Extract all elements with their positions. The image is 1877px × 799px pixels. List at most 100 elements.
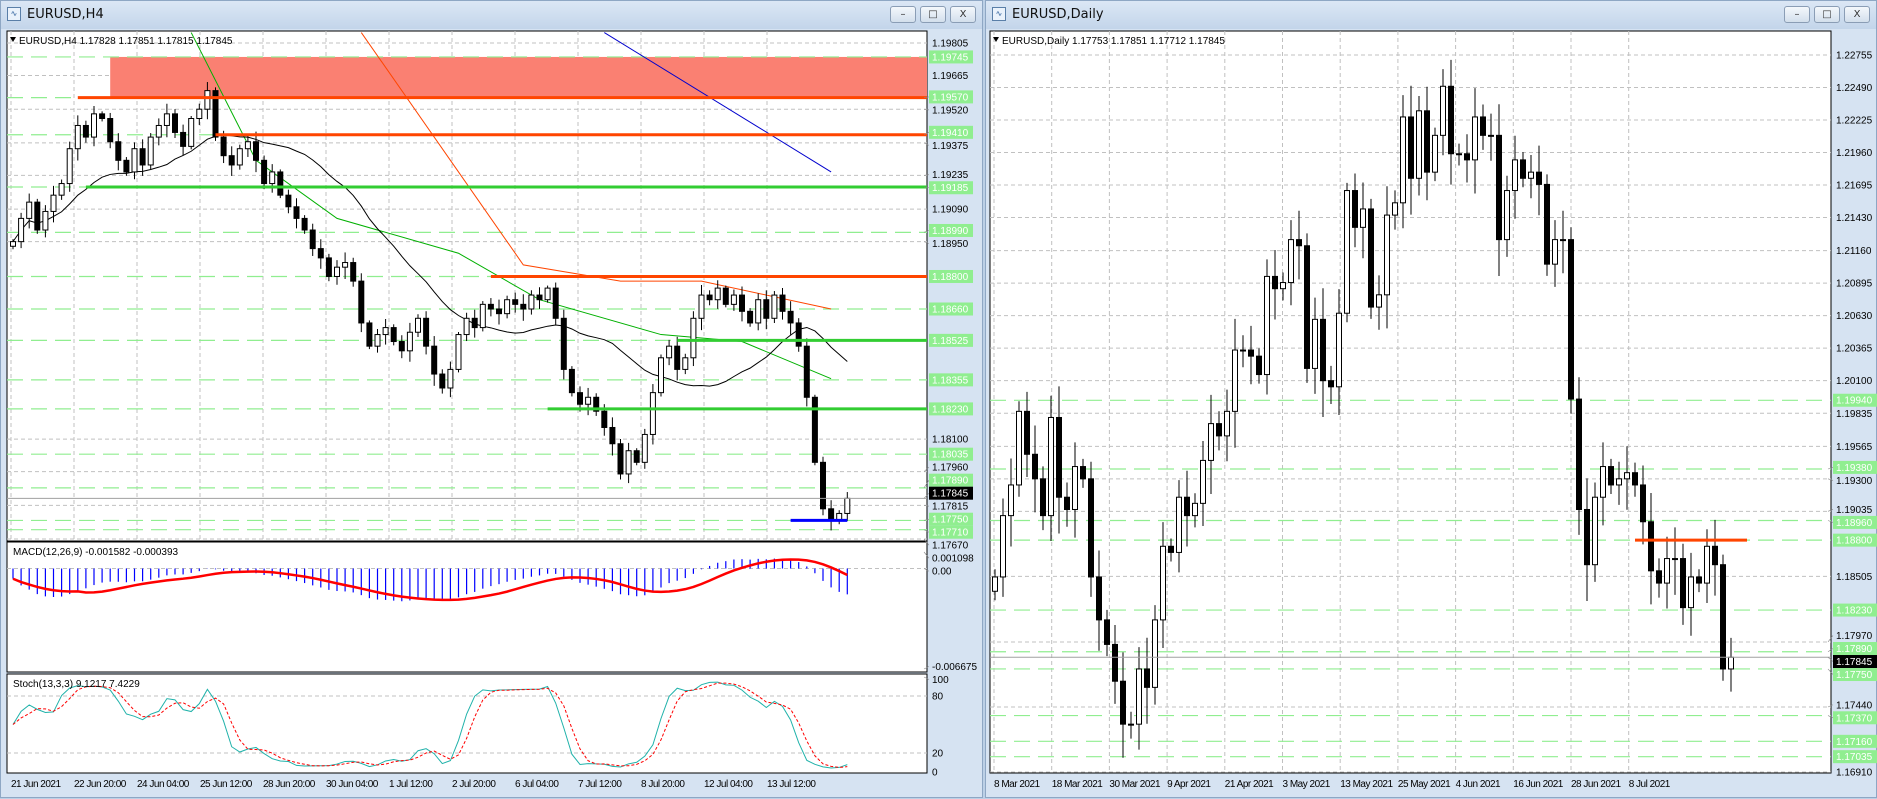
level-price-label: 1.17750	[1836, 670, 1873, 681]
daily-chart[interactable]: 8 Mar 2021 18 Mar 2021 30 Mar 2021 9 Apr 20…	[986, 1, 1877, 799]
label-connector	[923, 186, 930, 189]
chart-header: EURUSD,Daily 1.17753 1.17851 1.17712 1.1…	[1002, 36, 1225, 47]
bearish-candle	[568, 368, 575, 394]
bullish-candle	[1456, 153, 1462, 156]
bullish-candle	[1128, 723, 1134, 726]
bullish-candle	[1416, 110, 1422, 179]
level-price-tag	[1833, 734, 1877, 748]
level-price-label: 1.18035	[932, 450, 969, 461]
bearish-candle	[828, 508, 835, 521]
bullish-candle	[1384, 214, 1390, 296]
bullish-candle	[342, 262, 349, 268]
price-axis-label: 1.17960	[932, 463, 969, 474]
level-price-tag	[929, 269, 973, 283]
bullish-candle	[74, 124, 81, 150]
stochastic-axis-label: 80	[932, 692, 944, 703]
title-bar[interactable]: ∿ EURUSD,H4 – □ X	[1, 1, 982, 29]
price-axis-label: 1.16910	[1836, 768, 1873, 779]
bullish-candle	[236, 148, 243, 166]
bearish-candle	[285, 194, 292, 208]
label-connector	[923, 108, 930, 111]
level-price-label: 1.17750	[932, 515, 969, 526]
label-connector	[1827, 657, 1834, 662]
minimize-button[interactable]: –	[1784, 6, 1810, 23]
stochastic-signal-line	[12, 682, 848, 768]
bearish-candle	[253, 141, 259, 161]
level-price-label: 1.18990	[932, 226, 969, 237]
bearish-candle	[609, 426, 616, 445]
bearish-candle	[107, 118, 114, 143]
collapse-triangle-icon	[10, 37, 16, 42]
bullish-candle	[755, 299, 762, 324]
bullish-candle	[1400, 116, 1406, 204]
bearish-candle	[1632, 472, 1638, 486]
close-button[interactable]: X	[950, 6, 976, 23]
bearish-candle	[520, 303, 527, 310]
label-connector	[923, 174, 930, 176]
bullish-candle	[1208, 423, 1214, 461]
level-price-tag	[929, 333, 973, 347]
bearish-candle	[1464, 153, 1470, 161]
level-price-tag	[929, 302, 973, 316]
bullish-candle	[163, 113, 170, 126]
time-axis-label: 8 Mar 2021	[994, 779, 1041, 790]
bearish-candle	[1096, 576, 1102, 621]
label-connector	[923, 666, 930, 670]
bearish-candle	[115, 141, 122, 161]
current-price-tag	[929, 486, 973, 500]
label-connector	[923, 132, 930, 136]
bearish-candle	[1544, 183, 1550, 265]
bullish-candle	[1512, 159, 1518, 192]
bearish-candle	[82, 124, 89, 138]
price-axis-label: 1.22490	[1836, 83, 1873, 94]
level-price-tag	[1833, 533, 1877, 547]
bullish-candle	[463, 317, 470, 336]
bearish-candle	[277, 171, 284, 196]
title-bar[interactable]: ∿ EURUSD,Daily – □ X	[986, 1, 1876, 29]
time-axis-label: 28 Jun 20:00	[263, 779, 316, 790]
bearish-candle	[795, 322, 802, 347]
bullish-candle	[204, 90, 211, 110]
bearish-candle	[366, 322, 373, 347]
bearish-candle	[1064, 496, 1070, 510]
moving-average-line	[604, 32, 832, 173]
bearish-candle	[1352, 190, 1358, 228]
bullish-candle	[1672, 558, 1678, 561]
bearish-candle	[593, 396, 600, 412]
bearish-candle	[1032, 453, 1038, 480]
bullish-candle	[66, 148, 73, 185]
label-connector	[923, 142, 930, 146]
bearish-candle	[1568, 239, 1574, 400]
bullish-candle	[479, 303, 486, 329]
price-axis-label: 1.19300	[1836, 476, 1873, 487]
h4-chart[interactable]: 21 Jun 2021 22 Jun 20:00 24 Jun 04:00 25 Ju…	[1, 1, 984, 799]
bearish-candle	[1112, 643, 1118, 682]
bearish-candle	[1168, 545, 1174, 553]
time-axis-label: 18 Mar 2021	[1052, 779, 1104, 790]
price-axis-label: 1.17670	[932, 541, 969, 552]
time-axis-label: 3 May 2021	[1283, 779, 1331, 790]
bearish-candle	[431, 345, 438, 375]
bearish-candle	[471, 317, 478, 329]
bearish-candle	[1216, 423, 1222, 437]
label-connector	[1827, 668, 1834, 675]
minimize-button[interactable]: –	[890, 6, 916, 23]
level-price-label: 1.19940	[1836, 396, 1873, 407]
restore-button[interactable]: □	[920, 6, 946, 23]
level-price-label: 1.17035	[1836, 752, 1873, 763]
bullish-candle	[1488, 134, 1494, 137]
level-price-tag	[1833, 603, 1877, 617]
bearish-candle	[172, 113, 178, 133]
bullish-candle	[1280, 282, 1286, 290]
bullish-candle	[1664, 558, 1670, 584]
price-axis-label: 1.19035	[1836, 505, 1873, 516]
bullish-candle	[382, 327, 389, 336]
restore-button[interactable]: □	[1814, 6, 1840, 23]
window-title: EURUSD,Daily	[1012, 7, 1104, 22]
bearish-candle	[34, 201, 41, 231]
price-axis-label: 1.21430	[1836, 213, 1873, 224]
close-button[interactable]: X	[1844, 6, 1870, 23]
level-price-label: 1.18660	[932, 305, 969, 316]
bullish-candle	[1224, 410, 1230, 437]
supply-zone	[110, 56, 927, 98]
